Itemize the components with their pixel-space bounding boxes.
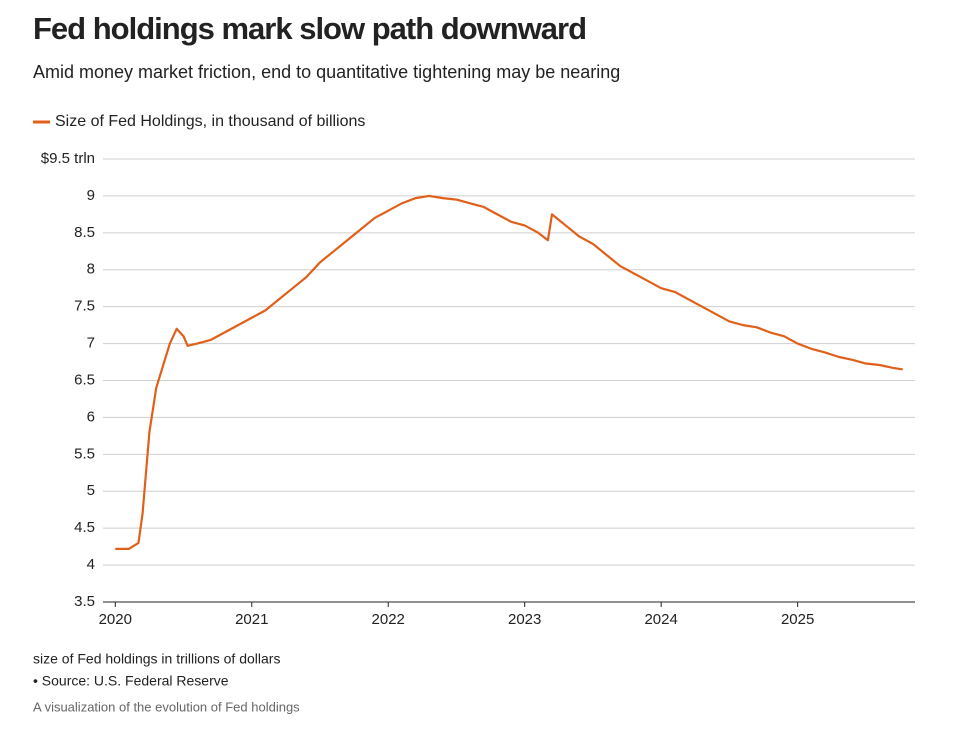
- x-tick-label: 2025: [781, 611, 814, 628]
- y-tick-label: 5: [87, 482, 95, 499]
- y-tick-label: 7: [87, 335, 95, 352]
- x-tick-label: 2023: [508, 611, 541, 628]
- note: size of Fed holdings in trillions of dol…: [33, 651, 280, 667]
- y-tick-label: 5.5: [74, 445, 95, 462]
- y-tick-label: $9.5 trln: [41, 150, 95, 167]
- source: • Source: U.S. Federal Reserve: [33, 673, 229, 689]
- y-tick-label: 8.5: [74, 224, 95, 241]
- chart-title: Fed holdings mark slow path downward: [33, 11, 586, 46]
- x-tick-label: 2020: [99, 611, 132, 628]
- y-tick-label: 6: [87, 408, 95, 425]
- x-tick-label: 2021: [235, 611, 268, 628]
- data-line: [115, 194, 903, 550]
- y-tick-label: 3.5: [74, 593, 95, 610]
- caption: A visualization of the evolution of Fed …: [33, 699, 300, 714]
- y-tick-label: 7.5: [74, 298, 95, 315]
- y-tick-label: 8: [87, 261, 95, 278]
- chart-subtitle: Amid money market friction, end to quant…: [33, 62, 620, 82]
- y-tick-label: 4.5: [74, 519, 95, 536]
- legend-label: Size of Fed Holdings, in thousand of bil…: [55, 113, 365, 130]
- y-tick-label: 6.5: [74, 371, 95, 388]
- y-tick-label: 4: [87, 556, 95, 573]
- y-tick-label: 9: [87, 187, 95, 204]
- x-tick-label: 2024: [644, 611, 677, 628]
- x-tick-label: 2022: [372, 611, 405, 628]
